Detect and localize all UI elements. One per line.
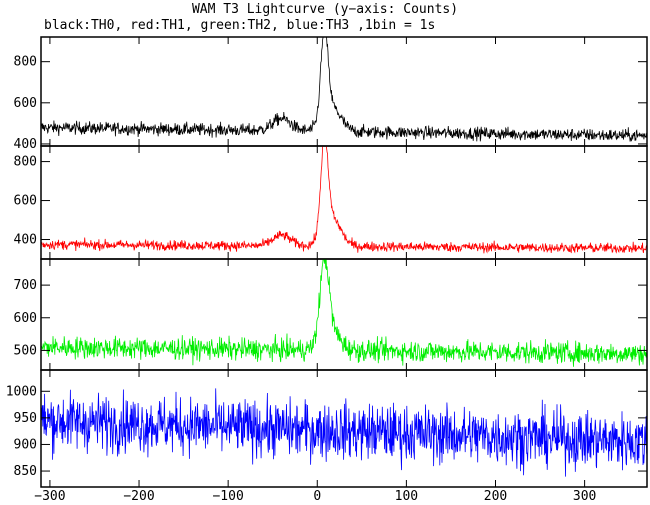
series-th2 <box>40 258 648 367</box>
y-tick-label: 500 <box>14 343 37 358</box>
series-th1 <box>40 145 648 254</box>
y-tick-label: 950 <box>14 411 37 426</box>
series-th3 <box>40 388 648 477</box>
y-tick-label: 400 <box>14 233 37 248</box>
series-th0 <box>40 36 648 142</box>
y-tick-label: 850 <box>14 464 37 479</box>
y-tick-label: 600 <box>14 311 37 326</box>
y-tick-label: 800 <box>14 55 37 70</box>
panel-frame-th1 <box>40 145 648 260</box>
y-tick-label: 800 <box>14 155 37 170</box>
x-tick-label: 0 <box>313 489 321 504</box>
x-tick-label: 100 <box>395 489 418 504</box>
y-tick-label: 900 <box>14 437 37 452</box>
y-tick-label: 400 <box>14 137 37 152</box>
x-tick-label: −100 <box>212 489 243 504</box>
x-tick-label: 200 <box>484 489 507 504</box>
chart-subtitle: black:TH0, red:TH1, green:TH2, blue:TH3 … <box>44 18 436 33</box>
x-tick-label: −200 <box>123 489 154 504</box>
y-tick-label: 1000 <box>6 384 37 399</box>
y-tick-label: 600 <box>14 96 37 111</box>
panel-frame-th3 <box>40 369 648 488</box>
chart-title: WAM T3 Lightcurve (y−axis: Counts) <box>191 2 459 17</box>
x-tick-label: 300 <box>573 489 596 504</box>
x-tick-label: −300 <box>34 489 65 504</box>
y-tick-label: 600 <box>14 194 37 209</box>
y-tick-label: 700 <box>14 278 37 293</box>
